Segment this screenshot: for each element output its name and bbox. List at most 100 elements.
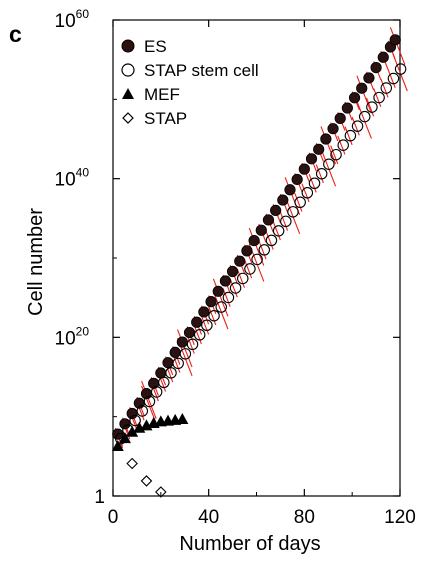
es-point (205, 296, 217, 308)
es-fit-line (141, 380, 157, 419)
stap-stem-cell-point (143, 395, 156, 408)
es-point (219, 275, 232, 287)
es-point (370, 61, 382, 74)
es-point (363, 72, 375, 84)
es-point (389, 34, 401, 46)
stap-stem-cell-point (251, 253, 263, 266)
es-point (248, 234, 260, 247)
es-point (255, 224, 267, 236)
stap-stem-cell-point (373, 91, 385, 104)
stap-stem-cell-point (337, 139, 349, 151)
stap-stem-cell-point (129, 414, 141, 427)
stap-stem-cell-fit-line (272, 221, 281, 241)
es-point (277, 194, 289, 206)
stap-stem-cell-point (136, 405, 149, 417)
es-point (334, 112, 346, 124)
stap-stem-cell-point (150, 386, 163, 398)
stap-stem-cell-fit-line (201, 315, 210, 335)
es-fit-line (320, 126, 337, 165)
stap-stem-cell-point (258, 244, 271, 256)
es-point (348, 92, 361, 104)
es-point (191, 316, 203, 328)
stap-stem-cell-point (244, 263, 256, 275)
stap-stem-cell-point (358, 110, 371, 123)
stap-stem-cell-fit-line (244, 259, 253, 279)
stap-stem-cell-fit-line (301, 183, 310, 203)
stap-stem-cell-point (344, 129, 357, 142)
es-point (341, 102, 353, 114)
stap-stem-cell-point (323, 158, 335, 170)
stap-stem-cell-fit-line (208, 306, 217, 326)
stap-stem-cell-point (165, 367, 177, 379)
stap-stem-cell-fit-line (392, 53, 408, 92)
stap-stem-cell-fit-line (330, 145, 339, 165)
mef-point (118, 432, 131, 444)
legend-label-stap-stem-cell: STAP stem cell (144, 61, 259, 80)
stap-stem-cell-point (294, 196, 306, 209)
x-tick-label: 80 (294, 507, 315, 528)
es-point (183, 326, 196, 339)
stap-stem-cell-fit-line (351, 116, 360, 136)
stap-stem-cell-fit-line (337, 135, 346, 155)
es-point (262, 214, 275, 226)
stap-stem-cell-point (330, 148, 342, 161)
stap-point (140, 475, 153, 487)
stap-stem-cell-point (222, 291, 235, 304)
es-fit-line (248, 227, 265, 266)
mef-point (111, 440, 124, 452)
data-points (111, 34, 407, 498)
stap-stem-cell-fit-line (186, 334, 195, 354)
stap-stem-cell-point (179, 348, 192, 360)
es-point (270, 204, 282, 216)
y-axis-title: Cell number (25, 208, 47, 316)
stap-stem-cell-point (186, 338, 199, 351)
es-point (320, 133, 332, 145)
es-point (356, 82, 368, 94)
stap-stem-cell-point (351, 120, 364, 132)
stap-stem-cell-fit-line (279, 212, 289, 231)
es-point (176, 336, 188, 348)
mef-point (176, 413, 189, 425)
legend-label-es: ES (144, 37, 167, 56)
legend-label-stap: STAP (144, 109, 187, 128)
stap-stem-cell-point (265, 234, 278, 247)
stap-stem-cell-point (272, 225, 285, 237)
stap-stem-cell-point (315, 167, 328, 180)
legend-marker-es (121, 39, 135, 53)
stap-stem-cell-point (387, 72, 400, 85)
stap-stem-cell-point (280, 215, 292, 228)
stap-stem-cell-point (172, 357, 184, 370)
stap-stem-cell-fit-line (320, 148, 337, 187)
legend-marker-mef (122, 88, 134, 99)
mef-point (126, 425, 139, 437)
es-fit-line (389, 27, 406, 66)
es-point (377, 51, 389, 63)
es-point (305, 153, 318, 165)
legend-marker-stap-stem-cell (121, 63, 135, 77)
stap-stem-cell-point (215, 301, 227, 313)
es-point (291, 173, 303, 186)
x-tick-label: 40 (198, 507, 219, 528)
es-point (241, 245, 253, 257)
stap-stem-cell-point (394, 63, 407, 75)
stap-stem-cell-fit-line (387, 69, 396, 88)
es-point (198, 306, 210, 318)
stap-stem-cell-point (237, 272, 249, 285)
es-point (327, 123, 339, 135)
stap-point (155, 486, 167, 498)
stap-stem-cell-fit-line (229, 278, 238, 298)
es-point (234, 255, 246, 267)
stap-stem-cell-point (308, 177, 321, 190)
es-point (284, 184, 296, 196)
es-point (313, 143, 325, 155)
es-fit-line (356, 75, 372, 114)
y-tick-label: 1 (94, 487, 105, 508)
es-point (298, 163, 310, 175)
y-tick-label: 1040 (55, 166, 90, 191)
stap-stem-cell-fit-line (344, 126, 353, 146)
y-tick-label: 1060 (55, 7, 90, 32)
stap-stem-cell-point (158, 376, 170, 389)
es-point (126, 407, 138, 420)
stap-point (126, 457, 138, 470)
